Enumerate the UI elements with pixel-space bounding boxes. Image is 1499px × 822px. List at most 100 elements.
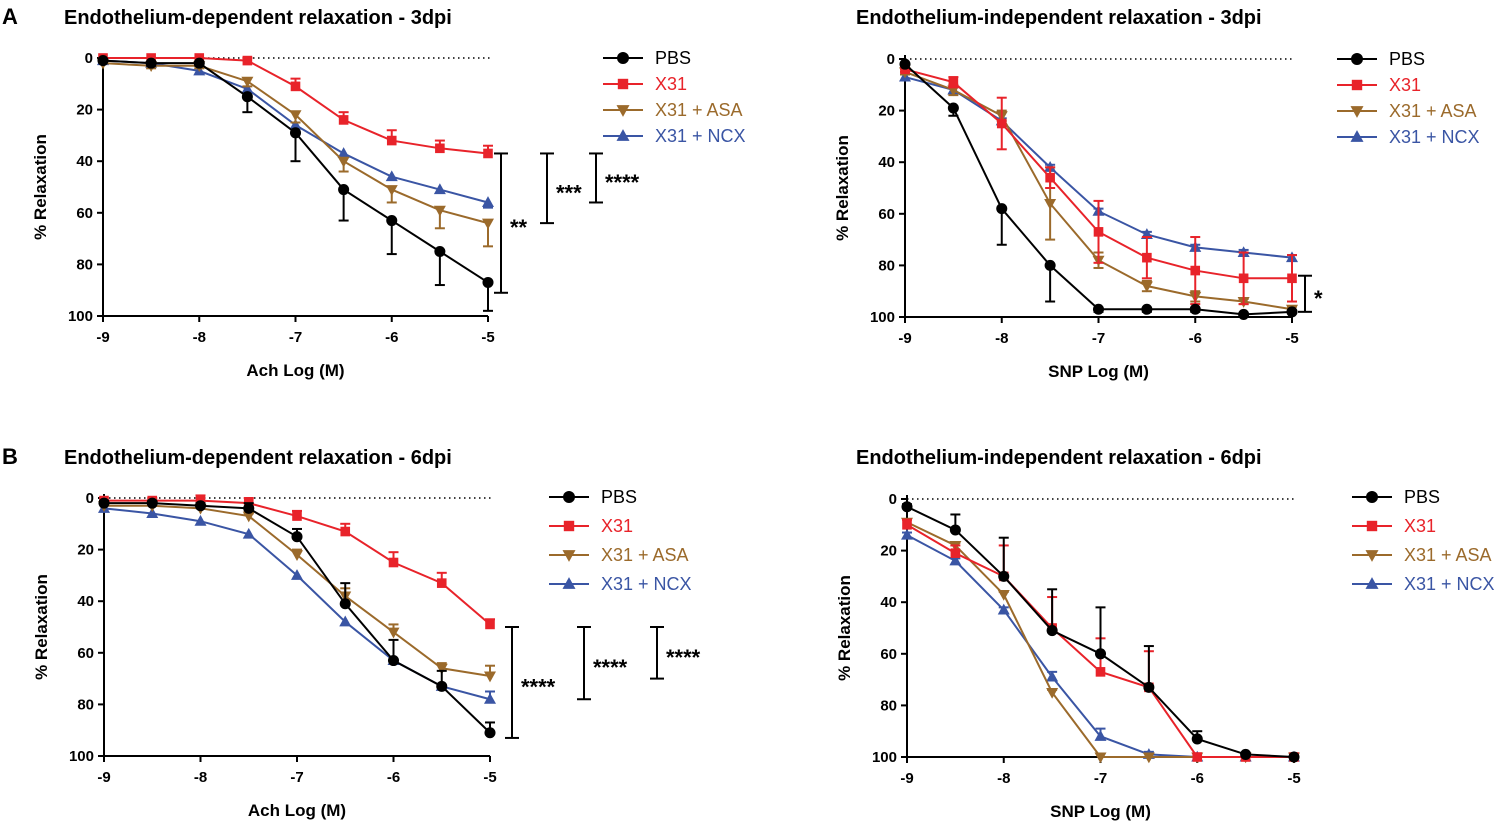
legend-marker [1351, 53, 1363, 65]
data-point [193, 57, 205, 69]
data-point [1143, 681, 1155, 693]
data-point [386, 135, 397, 146]
data-point [1286, 306, 1298, 318]
legend-marker [1365, 550, 1379, 562]
x-tick-label: -8 [194, 769, 207, 786]
y-tick-label: 60 [77, 645, 94, 662]
significance-label: **** [521, 674, 556, 699]
charts-container: Endothelium-dependent relaxation - 3dpi 0… [31, 7, 1495, 821]
data-point [98, 497, 110, 509]
series-line [904, 70, 1293, 311]
x-axis-label: SNP Log (M) [1050, 802, 1151, 821]
legend-label-x31-asa: X31 + ASA [601, 545, 689, 565]
legend-label-pbs: PBS [601, 487, 637, 507]
data-point [483, 148, 493, 159]
legend-marker [1366, 520, 1378, 532]
significance-label: **** [593, 655, 628, 680]
y-axis-label: % Relaxation [31, 134, 50, 240]
x-tick-label: -8 [997, 770, 1010, 787]
data-point [292, 511, 302, 521]
data-point [1238, 273, 1249, 284]
significance-bracket: *** [540, 152, 582, 225]
data-point [337, 147, 350, 158]
data-point [998, 570, 1010, 582]
data-point [433, 183, 446, 195]
data-point [1094, 648, 1107, 660]
data-point [1094, 730, 1107, 741]
data-point [97, 55, 109, 67]
data-point [1287, 273, 1297, 284]
y-axis-label: % Relaxation [835, 575, 854, 681]
legend-label-pbs: PBS [1404, 487, 1440, 507]
x-tick-label: -5 [483, 769, 496, 786]
y-axis-label: % Relaxation [32, 574, 51, 680]
data-point [996, 118, 1007, 129]
legend-label-x31: X31 [1404, 516, 1436, 536]
data-point [435, 663, 448, 675]
data-point [388, 557, 399, 568]
data-point [1046, 670, 1059, 682]
data-point [337, 156, 350, 168]
data-point [1189, 303, 1201, 315]
legend-marker [616, 129, 630, 141]
legend-label-x31-asa: X31 + ASA [655, 100, 743, 120]
x-tick-label: -8 [995, 330, 1008, 347]
data-point [1044, 198, 1057, 210]
y-tick-label: 60 [880, 646, 897, 663]
series-line [102, 59, 489, 284]
x-tick-label: -6 [385, 329, 398, 346]
significance-label: ** [510, 215, 528, 240]
legend-label-pbs: PBS [655, 48, 691, 68]
data-point [1190, 265, 1201, 276]
panel-letter-b: B [2, 444, 18, 469]
series-pbs [97, 55, 494, 312]
data-point [241, 91, 253, 103]
legend: PBS X31 X31 + ASA X31 + NCX [1352, 487, 1495, 594]
data-point [1240, 748, 1252, 760]
data-point [289, 118, 302, 130]
legend-label-x31-asa: X31 + ASA [1389, 101, 1477, 121]
x-tick-label: -9 [900, 770, 913, 787]
legend-label-x31: X31 [655, 74, 687, 94]
y-tick-label: 20 [880, 543, 897, 560]
data-point [145, 57, 157, 69]
data-point [901, 501, 913, 513]
series-x31 [900, 64, 1297, 306]
y-tick-label: 40 [880, 594, 897, 611]
legend-marker [563, 491, 575, 503]
data-point [146, 507, 159, 518]
data-point [289, 110, 302, 122]
significance-bracket: **** [650, 626, 701, 680]
x-axis-label: Ach Log (M) [248, 801, 346, 820]
data-point [1142, 752, 1155, 764]
legend-marker [563, 520, 575, 532]
chart-4: Endothelium-independent relaxation - 6dp… [835, 447, 1495, 821]
chart-title: Endothelium-independent relaxation - 6dp… [856, 447, 1262, 469]
x-tick-label: -9 [898, 330, 911, 347]
y-tick-label: 100 [872, 749, 897, 766]
data-point [1192, 752, 1203, 762]
legend-marker [562, 577, 576, 589]
data-point [194, 500, 207, 512]
x-tick-label: -6 [1191, 770, 1204, 787]
legend: PBS X31 X31 + ASA X31 + NCX [603, 48, 746, 146]
data-point [1142, 252, 1152, 263]
y-tick-label: 0 [889, 491, 897, 508]
y-axis-label: % Relaxation [833, 135, 852, 241]
data-point [997, 589, 1010, 601]
x-axis-label: SNP Log (M) [1048, 362, 1149, 381]
significance-bracket: ** [494, 152, 528, 294]
legend-label-pbs: PBS [1389, 49, 1425, 69]
series-pbs [901, 501, 1300, 763]
data-point [290, 81, 301, 92]
data-point [1191, 733, 1203, 745]
legend-marker [617, 52, 629, 64]
data-point [1288, 751, 1300, 763]
x-tick-label: -9 [97, 769, 110, 786]
chart-3: Endothelium-dependent relaxation - 6dpi 0… [32, 447, 701, 820]
legend-marker [617, 78, 629, 90]
legend-label-x31-ncx: X31 + NCX [1389, 127, 1480, 147]
significance-label: * [1314, 286, 1323, 311]
y-tick-label: 80 [880, 697, 897, 714]
data-point [1141, 303, 1153, 315]
